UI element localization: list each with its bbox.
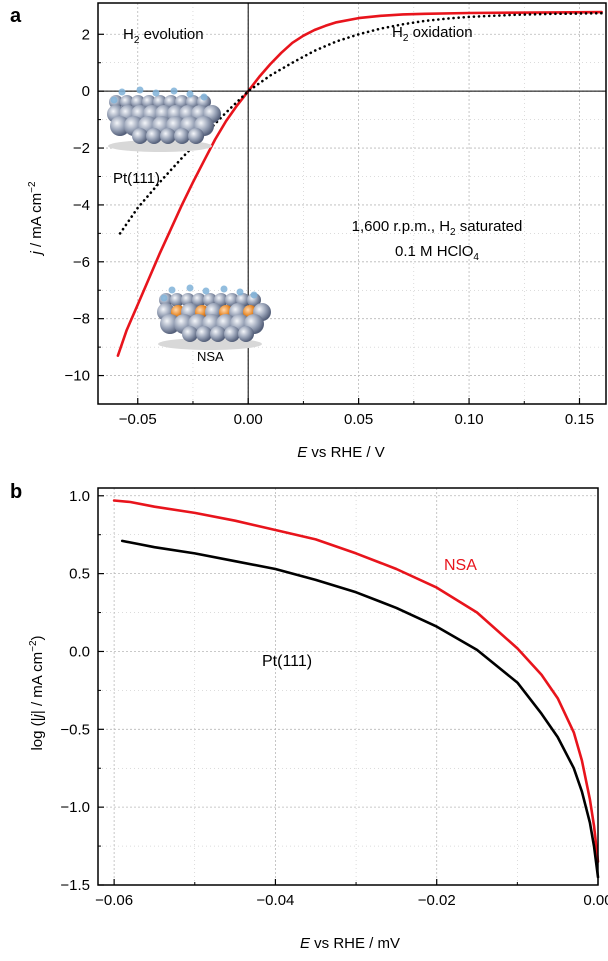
hydrogen-atom — [118, 88, 126, 96]
atom — [146, 128, 162, 144]
hydrogen-atom — [110, 96, 118, 104]
hydrogen-atom — [200, 93, 208, 101]
h2-oxidation-label: H2 oxidation — [392, 24, 473, 44]
panel-a-y-tick-label: −4 — [73, 197, 90, 214]
atom — [192, 293, 206, 307]
panel-b-series-pt111 — [120, 539, 600, 879]
panel-a-x-tick-label: 0.15 — [565, 411, 594, 428]
panel-b-y-tick-label: −1.0 — [60, 799, 90, 816]
atom — [110, 116, 130, 136]
panel-b-x-axis-label: E vs RHE / mV — [300, 935, 400, 952]
conditions-line-1: 1,600 r.p.m., H2 saturated — [352, 218, 523, 238]
panel-a-plot-frame — [97, 2, 607, 405]
hydrogen-atom — [220, 285, 228, 293]
panel-b-plot-frame — [97, 487, 599, 886]
atom — [214, 293, 228, 307]
nsa-inset-label: NSA — [197, 349, 224, 364]
hydrogen-atom — [160, 294, 168, 302]
hydrogen-atom — [186, 284, 194, 292]
pt111-series-label: Pt(111) — [262, 653, 312, 670]
h2-evolution-label: H2 evolution — [123, 26, 204, 46]
panel-a-y-tick-label: −10 — [65, 368, 90, 385]
atom — [196, 326, 212, 342]
panel-b-y-axis-label: log (|j| / mA cm−2) — [28, 635, 46, 750]
panel-a-series — [116, 10, 603, 358]
panel-a-x-tick-label: 0.10 — [454, 411, 483, 428]
hydrogen-atom — [136, 86, 144, 94]
atom — [238, 326, 254, 342]
nsa-surface-illustration — [157, 284, 271, 350]
hydrogen-atom — [168, 286, 176, 294]
surface-shadow — [158, 338, 262, 350]
hydrogen-atom — [250, 291, 258, 299]
panel-a-y-axis-label: j / mA cm−2 — [27, 181, 45, 257]
conditions-line-2: 0.1 M HClO4 — [395, 243, 479, 263]
hydrogen-atom — [236, 288, 244, 296]
panel-a-x-tick-label: 0.05 — [344, 411, 373, 428]
panel-b-x-tick-label: −0.02 — [418, 892, 456, 909]
panel-a-ticks: −0.05 0.00 0.05 0.10 0.15 2 0 −2 −4 −6 −8 −10 — [65, 26, 595, 428]
panel-a-y-tick-label: −6 — [73, 254, 90, 271]
panel-b-series-nsa — [112, 499, 600, 863]
atom — [210, 326, 226, 342]
atom — [160, 314, 180, 334]
atom — [174, 128, 190, 144]
panel-a-y-tick-label: 0 — [82, 83, 90, 100]
pt111-inset-label: Pt(111) — [113, 170, 160, 187]
panel-b-grid — [98, 488, 599, 886]
panel-a-y-tick-label: −8 — [73, 311, 90, 328]
hydrogen-atom — [202, 287, 210, 295]
hydrogen-atom — [152, 89, 160, 97]
atom — [224, 326, 240, 342]
panel-b-x-tick-label: 0.00 — [583, 892, 608, 909]
atom — [182, 326, 198, 342]
atom — [132, 128, 148, 144]
panel-b-y-tick-label: 0.5 — [69, 566, 90, 583]
pt111-surface-illustration — [107, 86, 221, 152]
atom — [247, 293, 261, 307]
panel-b-x-tick-label: −0.06 — [95, 892, 133, 909]
panel-b-y-tick-label: 0.0 — [69, 643, 90, 660]
panel-a-series-pt111 — [118, 11, 603, 235]
nsa-series-label: NSA — [444, 557, 477, 574]
panel-b-letter: b — [10, 481, 22, 503]
panel-a-letter: a — [10, 5, 22, 27]
panel-b-x-tick-label: −0.04 — [256, 892, 294, 909]
panel-b-series — [112, 499, 600, 879]
panel-a-x-axis-label: E vs RHE / V — [297, 444, 385, 461]
panel-b-y-tick-label: 1.0 — [69, 488, 90, 505]
hydrogen-atom — [170, 87, 178, 95]
panel-a-series-nsa — [116, 10, 603, 358]
surface-shadow — [108, 140, 212, 152]
panel-b-ticks: −0.06 −0.04 −0.02 0.00 1.0 0.5 0.0 −0.5 −1.0 −1.5 — [60, 488, 608, 909]
atom — [170, 293, 184, 307]
panel-a-x-tick-label: −0.05 — [119, 411, 157, 428]
hydrogen-atom — [186, 90, 194, 98]
panel-a-y-tick-label: −2 — [73, 140, 90, 157]
panel-a-y-tick-label: 2 — [82, 26, 90, 43]
panel-b-y-tick-label: −1.5 — [60, 877, 90, 894]
atom — [160, 128, 176, 144]
panel-b-y-tick-label: −0.5 — [60, 721, 90, 738]
panel-a-x-tick-label: 0.00 — [234, 411, 263, 428]
atom — [188, 128, 204, 144]
